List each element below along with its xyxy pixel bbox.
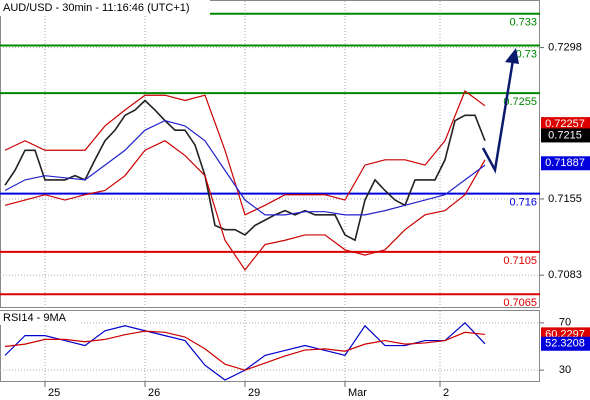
y-tick-label: 0.7298 bbox=[548, 41, 582, 53]
y-tick-label: 0.7083 bbox=[548, 269, 582, 281]
title-bg bbox=[0, 0, 210, 16]
level-label: 0.7255 bbox=[503, 96, 537, 108]
y-tick-label: 70 bbox=[559, 317, 571, 329]
series-line bbox=[4, 119, 486, 216]
price-label-box bbox=[541, 128, 590, 143]
rsi-title-bg bbox=[0, 311, 80, 325]
series-line bbox=[4, 140, 486, 271]
x-tick-label: Mar bbox=[348, 387, 367, 399]
chart-title: AUD/USD - 30min - 11:16:46 (UTC+1) bbox=[3, 2, 190, 14]
series-line bbox=[4, 330, 486, 371]
level-label: 0.7065 bbox=[503, 297, 537, 309]
price-label-box bbox=[541, 117, 590, 132]
price-label: 0.72257 bbox=[545, 118, 585, 130]
price-label: 0.71887 bbox=[545, 157, 585, 169]
price-label: 0.7215 bbox=[548, 129, 582, 141]
series-line bbox=[4, 90, 486, 216]
level-label: 0.73 bbox=[516, 48, 537, 60]
y-tick-label: 0.7155 bbox=[548, 193, 582, 205]
rsi-title: RSI14 - 9MA bbox=[3, 312, 67, 324]
x-tick-label: 25 bbox=[48, 387, 60, 399]
price-label-box bbox=[541, 336, 590, 351]
x-tick-label: 26 bbox=[148, 387, 160, 399]
level-label: 0.7105 bbox=[503, 255, 537, 267]
rsi-panel bbox=[0, 310, 540, 382]
x-tick-label: 29 bbox=[248, 387, 260, 399]
price-panel bbox=[0, 0, 540, 308]
x-tick-label: 2 bbox=[443, 387, 449, 399]
y-tick-label: 30 bbox=[559, 364, 571, 376]
forecast-arrow bbox=[481, 59, 515, 174]
arrow-head bbox=[505, 48, 519, 64]
level-label: 0.716 bbox=[509, 197, 537, 209]
price-label-box bbox=[541, 156, 590, 171]
level-label: 0.733 bbox=[509, 17, 537, 29]
price-label: 52.3208 bbox=[545, 338, 585, 350]
